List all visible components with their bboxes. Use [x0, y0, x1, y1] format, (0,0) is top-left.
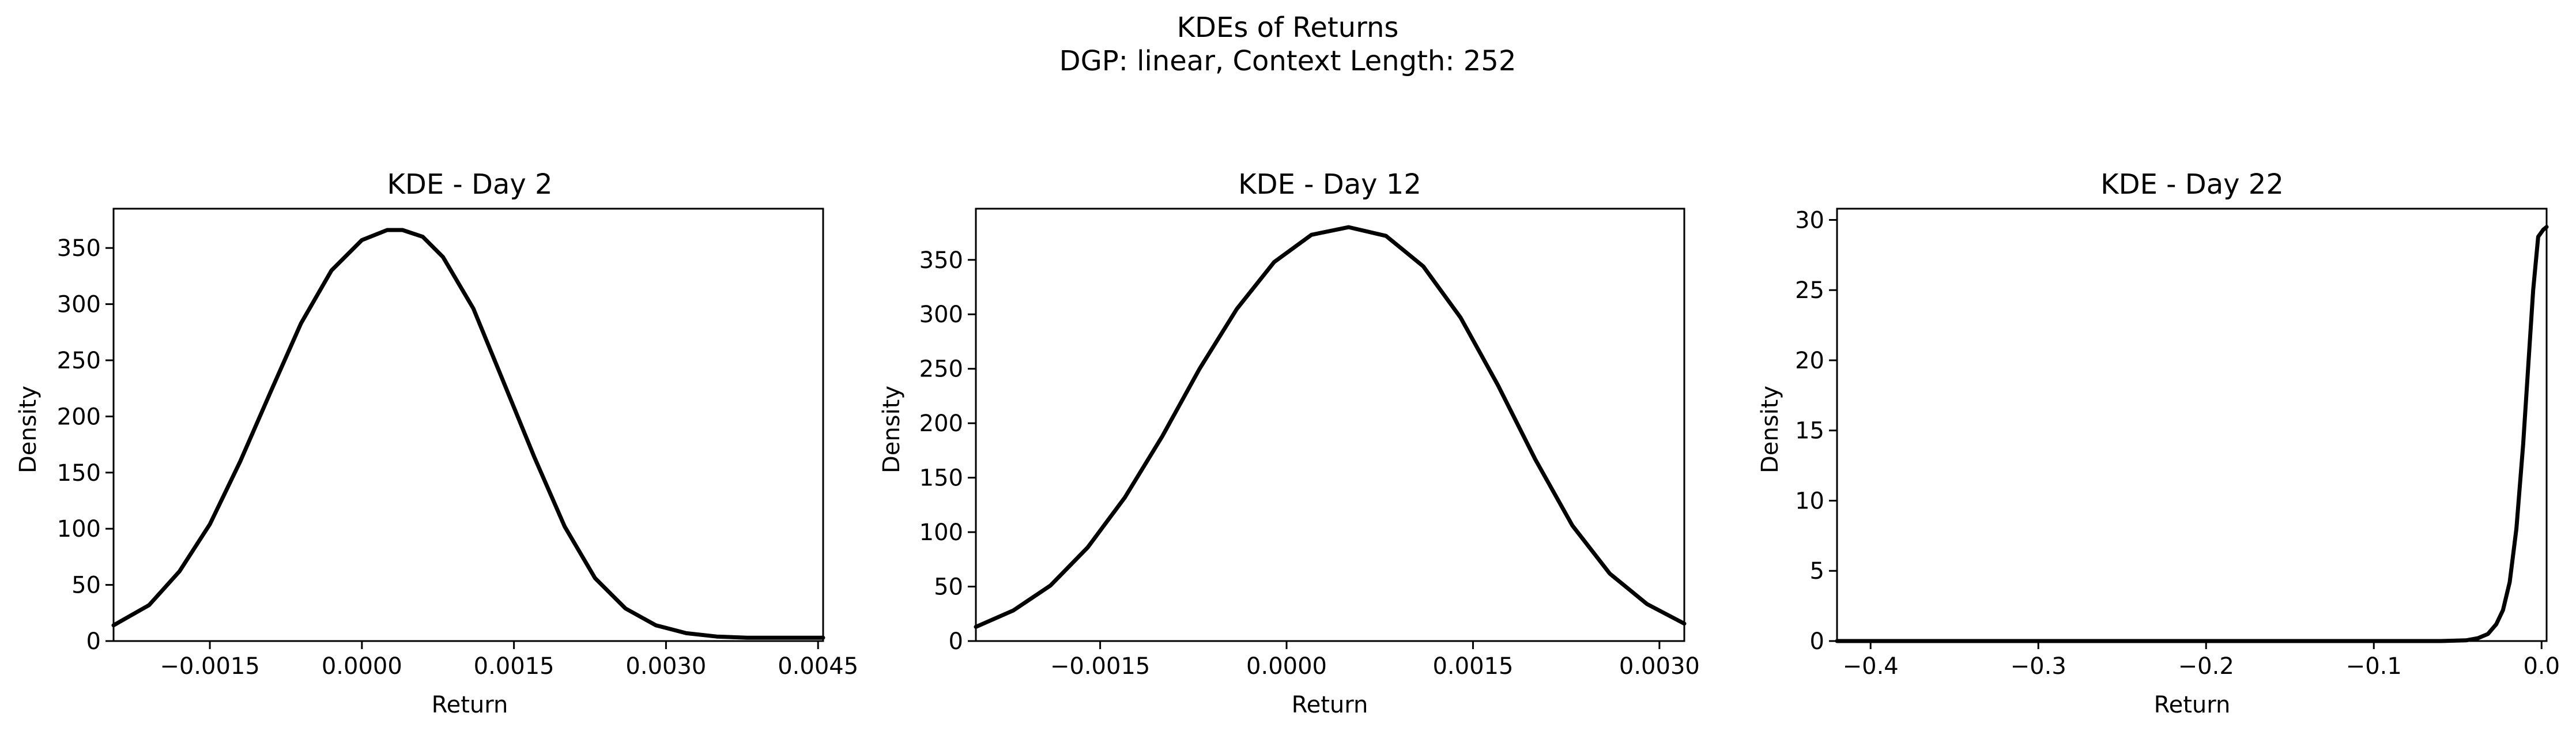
y-tick-label: 150	[57, 460, 101, 487]
plot-area: −0.4 −0.3 −0.2 −0.1 0.0 0 5 10 15 20 25 30	[1795, 207, 2560, 680]
x-axis-label: Return	[1292, 692, 1368, 718]
y-tick-label: 15	[1795, 418, 1824, 444]
x-tick-label: 0.0	[2523, 653, 2560, 680]
kde-series-line	[974, 225, 1687, 629]
subplot-title: KDE - Day 2	[387, 168, 552, 201]
y-tick-label: 100	[57, 516, 101, 542]
subplot-title: KDE - Day 22	[2100, 168, 2284, 201]
y-tick-label: 250	[57, 348, 101, 374]
subplot-day-12: KDE - Day 12 Return Density −0.0015 0.000…	[878, 168, 1700, 718]
y-tick-label: 300	[57, 292, 101, 318]
x-tick-label: −0.2	[2178, 653, 2234, 680]
axes-frame	[1836, 208, 2548, 642]
x-tick-label: 0.0045	[778, 653, 858, 680]
x-axis-label: Return	[2154, 692, 2231, 718]
subplot-day-2: KDE - Day 2 Return Density −0.0015 0.0000…	[15, 168, 858, 718]
figure-suptitle-line2: DGP: linear, Context Length: 252	[1059, 45, 1517, 77]
subplot-title: KDE - Day 12	[1238, 168, 1421, 201]
x-tick-label: 0.0000	[322, 653, 402, 680]
axes-frame	[975, 208, 1685, 642]
y-tick-label: 100	[919, 519, 963, 546]
x-tick-label: −0.3	[2011, 653, 2066, 680]
y-axis-label: Density	[878, 386, 905, 473]
y-tick-label: 30	[1795, 207, 1824, 233]
y-tick-label: 50	[934, 574, 963, 601]
x-tick-label: −0.0015	[160, 653, 259, 680]
y-tick-label: 200	[57, 404, 101, 430]
y-tick-label: 300	[919, 301, 963, 328]
y-tick-label: 10	[1795, 488, 1824, 514]
kde-series-line	[111, 228, 825, 640]
x-axis-label: Return	[432, 692, 508, 718]
subplot-day-22: KDE - Day 22 Return Density −0.4 −0.3 −0.2…	[1757, 168, 2560, 718]
y-tick-label: 150	[919, 465, 963, 492]
x-tick-label: −0.0015	[1050, 653, 1150, 680]
x-tick-label: 0.0000	[1246, 653, 1327, 680]
y-axis-label: Density	[15, 386, 42, 473]
y-tick-label: 350	[57, 235, 101, 262]
x-tick-label: 0.0015	[1432, 653, 1513, 680]
y-axis-label: Density	[1757, 386, 1783, 473]
y-tick-label: 0	[86, 628, 101, 655]
plot-area: −0.0015 0.0000 0.0015 0.0030 0 50 100 150 200 250…	[919, 208, 1700, 680]
y-tick-label: 250	[919, 356, 963, 383]
y-tick-label: 0	[949, 628, 963, 655]
y-tick-label: 5	[1810, 558, 1824, 585]
figure-suptitle-line1: KDEs of Returns	[1177, 12, 1399, 44]
axes-frame	[112, 208, 824, 642]
y-tick-label: 50	[71, 572, 101, 599]
y-tick-label: 350	[919, 247, 963, 274]
y-tick-label: 0	[1810, 628, 1824, 655]
x-tick-label: −0.4	[1843, 653, 1899, 680]
y-tick-label: 200	[919, 410, 963, 437]
x-tick-label: 0.0030	[1619, 653, 1700, 680]
x-tick-label: −0.1	[2346, 653, 2402, 680]
x-tick-label: 0.0015	[474, 653, 555, 680]
y-tick-label: 25	[1795, 277, 1824, 304]
plot-area: −0.0015 0.0000 0.0015 0.0030 0.0045 0 50 100 150…	[57, 208, 858, 680]
x-tick-label: 0.0030	[625, 653, 706, 680]
y-tick-label: 20	[1795, 348, 1824, 374]
